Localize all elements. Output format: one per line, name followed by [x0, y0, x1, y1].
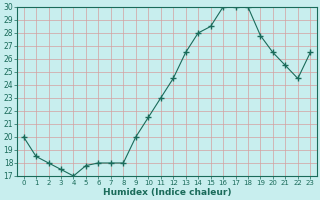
- X-axis label: Humidex (Indice chaleur): Humidex (Indice chaleur): [103, 188, 231, 197]
